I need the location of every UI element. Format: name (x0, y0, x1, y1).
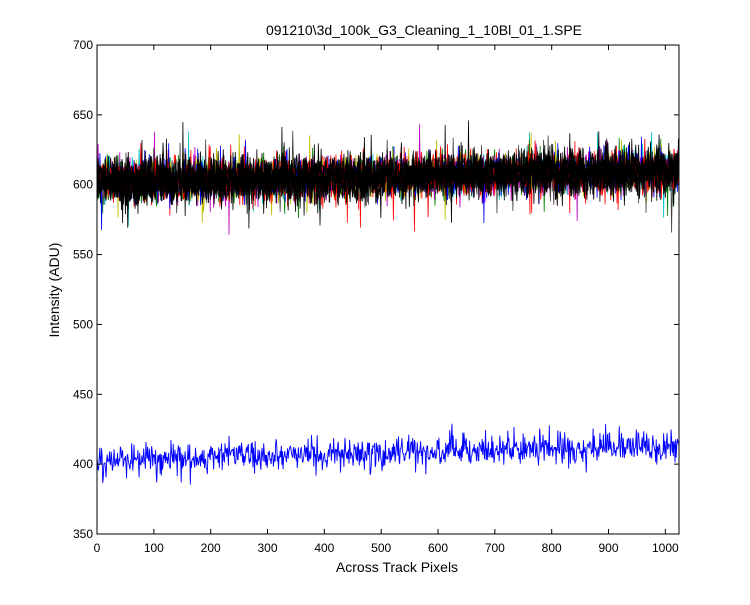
x-tick-label: 100 (144, 541, 164, 555)
x-tick-label: 300 (257, 541, 277, 555)
x-tick-label: 800 (542, 541, 562, 555)
y-tick-label: 700 (73, 38, 93, 52)
x-axis-ticks: 0 100 200 300 400 500 600 700 800 900 1000 (94, 45, 679, 555)
y-tick-label: 350 (73, 527, 93, 541)
series-layer (96, 120, 680, 485)
y-tick-label: 600 (73, 178, 93, 192)
y-axis-label: Intensity (ADU) (46, 243, 62, 338)
x-tick-label: 600 (428, 541, 448, 555)
chart-title: 091210\3d_100k_G3_Cleaning_1_10Bl_01_1.S… (266, 22, 582, 38)
x-tick-label: 900 (599, 541, 619, 555)
x-axis-label: Across Track Pixels (336, 559, 458, 575)
series-line-blue (96, 423, 680, 485)
y-tick-label: 450 (73, 387, 93, 401)
y-tick-label: 500 (73, 317, 93, 331)
y-tick-label: 550 (73, 248, 93, 262)
axes-box (96, 44, 680, 535)
x-tick-label: 700 (485, 541, 505, 555)
x-tick-label: 500 (371, 541, 391, 555)
x-tick-label: 200 (201, 541, 221, 555)
y-tick-label: 650 (73, 108, 93, 122)
y-axis-ticks: 350 400 450 500 550 600 650 700 (73, 38, 679, 541)
x-tick-label: 1000 (652, 541, 679, 555)
x-tick-label: 0 (94, 541, 101, 555)
y-tick-label: 400 (73, 457, 93, 471)
series-line-background (96, 124, 680, 219)
x-tick-label: 400 (314, 541, 334, 555)
